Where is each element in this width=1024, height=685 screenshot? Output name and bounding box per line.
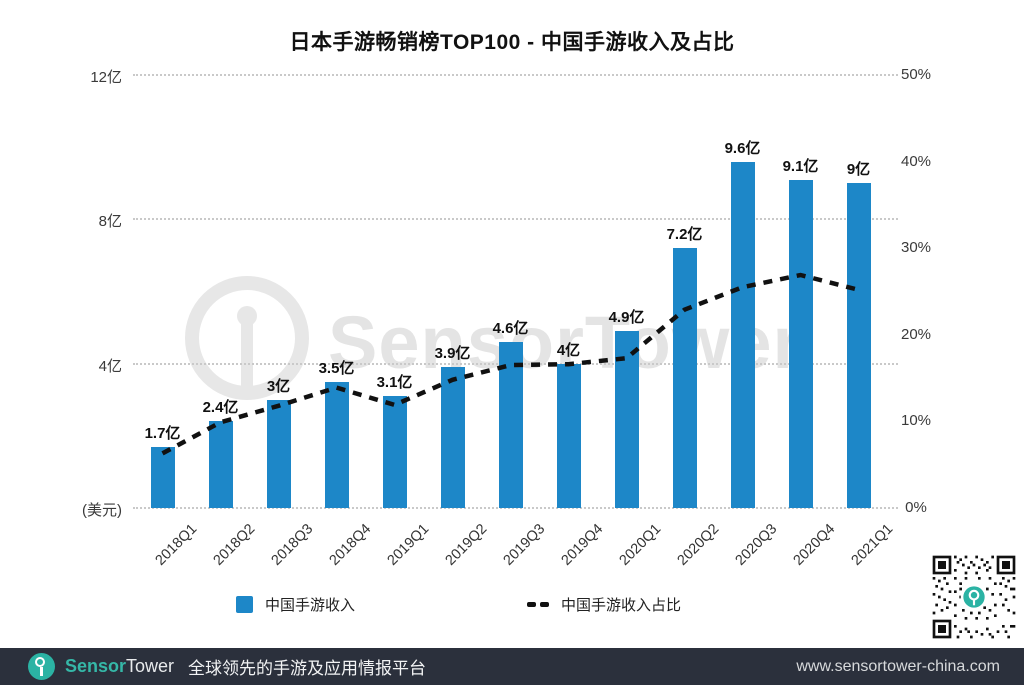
bar-value-label: 9.1亿 [782,157,819,175]
footer-bar: SensorTower 全球领先的手游及应用情报平台 www.sensortow… [0,648,1024,685]
y-axis-right-tick: 10% [900,412,932,430]
bar-value-label: 9.6亿 [724,139,761,157]
bar-value-label: 4亿 [556,341,581,359]
y-axis-unit-label: (美元) [82,502,122,519]
gridline [133,74,898,76]
qr-code [930,553,1018,641]
bar-value-label: 3.1亿 [376,374,413,392]
y-axis-left-tick: 8亿 [98,213,122,231]
revenue-bar [846,183,871,508]
y-axis-right-tick: 50% [900,66,932,83]
bar-value-label: 1.7亿 [144,424,181,442]
y-axis-right-tick: 20% [900,325,932,343]
y-axis-left-tick: 4亿 [98,357,122,375]
revenue-bar [208,421,233,508]
y-axis-right-tick: 0% [905,499,927,516]
legend-line-label: 中国手游收入占比 [561,597,682,614]
bar-value-label: 9亿 [846,161,871,179]
sensortower-logo-icon [28,653,55,680]
legend-bar-swatch-icon [236,596,253,613]
revenue-bar [730,161,755,508]
revenue-bar [672,248,697,508]
footer-url[interactable]: www.sensortower-china.com [796,657,1000,675]
bar-value-label: 3亿 [266,377,291,395]
bar-value-label: 7.2亿 [666,226,703,244]
footer-brand: SensorTower [65,656,174,677]
y-axis-right-tick: 30% [900,239,932,257]
revenue-bar [266,399,291,508]
revenue-bar [788,179,813,508]
bar-value-label: 3.9亿 [434,345,471,363]
revenue-bar [614,331,639,508]
bar-value-label: 4.9亿 [608,309,645,327]
gridline [133,218,898,221]
revenue-bar [324,381,349,508]
footer-brand-tower: Tower [126,656,175,676]
chart-title: 日本手游畅销榜TOP100 - 中国手游收入及占比 [289,31,735,54]
revenue-bar [498,342,523,508]
footer-tagline: 全球领先的手游及应用情报平台 [188,659,427,678]
bar-value-label: 2.4亿 [202,399,239,417]
gridline [133,507,898,509]
y-axis-right-tick: 40% [900,152,932,170]
footer-brand-sensor: Sensor [65,656,127,676]
revenue-bar [440,367,465,508]
bar-value-label: 4.6亿 [492,320,529,338]
y-axis-left-tick: 12亿 [90,69,122,86]
revenue-bar [556,363,581,508]
legend-bar-label: 中国手游收入 [265,597,356,614]
revenue-bar [382,396,407,508]
legend-dashed-line-icon [527,602,549,607]
legend-item-revenue: 中国手游收入 [236,594,355,615]
revenue-bar [150,446,175,508]
legend-item-share: 中国手游收入占比 [527,594,681,615]
